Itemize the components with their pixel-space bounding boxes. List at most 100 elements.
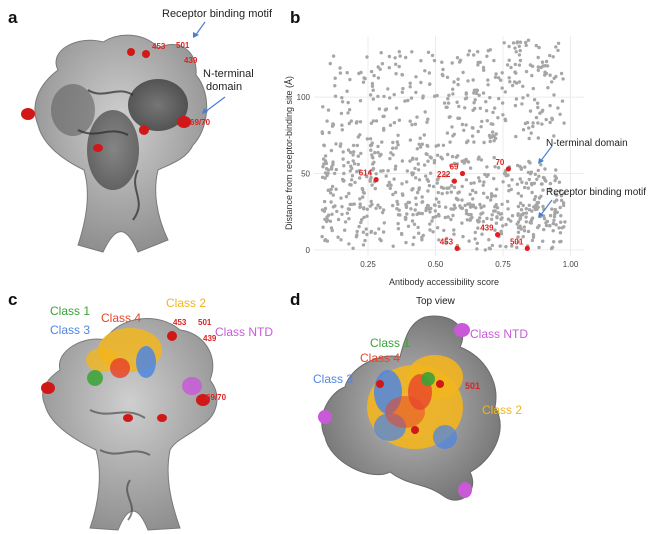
scatter-point (372, 73, 376, 78)
scatter-point (431, 230, 435, 234)
scatter-point (326, 188, 330, 192)
scatter-point (473, 230, 477, 235)
highlighted-point-453 (454, 245, 460, 251)
panel-b-arrows (538, 145, 553, 218)
scatter-point (464, 178, 469, 182)
scatter-point (427, 183, 432, 188)
scatter-point (516, 230, 521, 234)
scatter-point (451, 213, 455, 218)
scatter-point (445, 186, 449, 190)
scatter-point (335, 209, 339, 214)
scatter-point (336, 235, 340, 239)
scatter-point (320, 130, 324, 134)
scatter-point (440, 157, 444, 161)
scatter-point (530, 218, 534, 222)
scatter-point (320, 175, 325, 179)
scatter-point (411, 213, 415, 217)
scatter-point (362, 207, 366, 211)
scatter-point (456, 82, 460, 87)
scatter-point (540, 122, 544, 126)
scatter-point (489, 217, 494, 221)
scatter-point (477, 176, 481, 180)
scatter-point (330, 124, 335, 128)
scatter-point (355, 229, 359, 234)
scatter-point (398, 213, 402, 217)
scatter-point (548, 103, 552, 108)
scatter-point (536, 225, 540, 230)
scatter-point (518, 201, 523, 205)
scatter-point (471, 126, 475, 130)
scatter-point (562, 191, 566, 196)
scatter-point (455, 56, 460, 60)
scatter-point (433, 203, 437, 207)
scatter-point (340, 128, 344, 132)
scatter-point (471, 203, 475, 207)
scatter-point (419, 59, 423, 63)
scatter-point (492, 139, 496, 143)
scatter-point (505, 63, 510, 67)
scatter-point (380, 140, 384, 144)
scatter-point (516, 235, 520, 239)
scatter-point (414, 202, 418, 207)
scatter-point (380, 62, 385, 66)
scatter-point (387, 66, 391, 70)
scatter-point (492, 58, 496, 63)
scatter-point (351, 159, 355, 163)
scatter-point (393, 56, 397, 60)
scatter-point (560, 226, 564, 230)
scatter-point (425, 203, 430, 208)
scatter-point (400, 182, 404, 186)
scatter-point (501, 113, 505, 117)
scatter-point (476, 63, 480, 67)
scatter-point (450, 154, 455, 159)
scatter-point (392, 92, 396, 97)
panel-b-letter: b (290, 8, 301, 27)
scatter-point (512, 80, 517, 84)
scatter-point (461, 234, 465, 239)
scatter-point (556, 41, 561, 45)
scatter-point (556, 106, 560, 110)
scatter-point (391, 153, 395, 157)
scatter-point (524, 207, 528, 211)
scatter-point (466, 160, 471, 164)
scatter-point (413, 166, 417, 171)
scatter-point (524, 211, 529, 215)
scatter-point (511, 41, 516, 45)
scatter-point (354, 235, 359, 239)
scatter-point (515, 40, 520, 44)
scatter-point (341, 150, 345, 154)
scatter-point (552, 218, 556, 222)
scatter-point (520, 213, 525, 217)
scatter-point (488, 48, 492, 52)
scatter-point (361, 243, 366, 247)
scatter-point (370, 81, 375, 86)
scatter-point (554, 192, 558, 196)
scatter-point (338, 144, 342, 148)
panel-c-classntd-label: Class NTD (215, 325, 274, 339)
x-axis-label: Antibody accessibility score (389, 277, 499, 287)
scatter-point (405, 180, 409, 184)
scatter-point (506, 217, 511, 221)
x-tick-label: 0.50 (428, 260, 444, 269)
scatter-point (445, 131, 450, 135)
scatter-point (333, 84, 337, 88)
scatter-point (349, 178, 354, 182)
scatter-point (432, 158, 437, 163)
scatter-point (517, 80, 522, 84)
scatter-point (465, 218, 469, 222)
scatter-point (478, 179, 482, 183)
scatter-point (345, 89, 349, 93)
scatter-point (559, 220, 563, 224)
scatter-point (441, 73, 445, 78)
scatter-point (454, 196, 459, 201)
highlighted-point-label-439: 439 (480, 224, 494, 233)
scatter-point (369, 148, 373, 152)
scatter-point (427, 71, 432, 75)
scatter-point (529, 170, 534, 174)
scatter-point (551, 55, 555, 59)
scatter-point (437, 200, 441, 204)
scatter-point (530, 190, 534, 195)
scatter-point (396, 133, 400, 137)
scatter-point (559, 214, 563, 218)
scatter-point (472, 53, 476, 57)
